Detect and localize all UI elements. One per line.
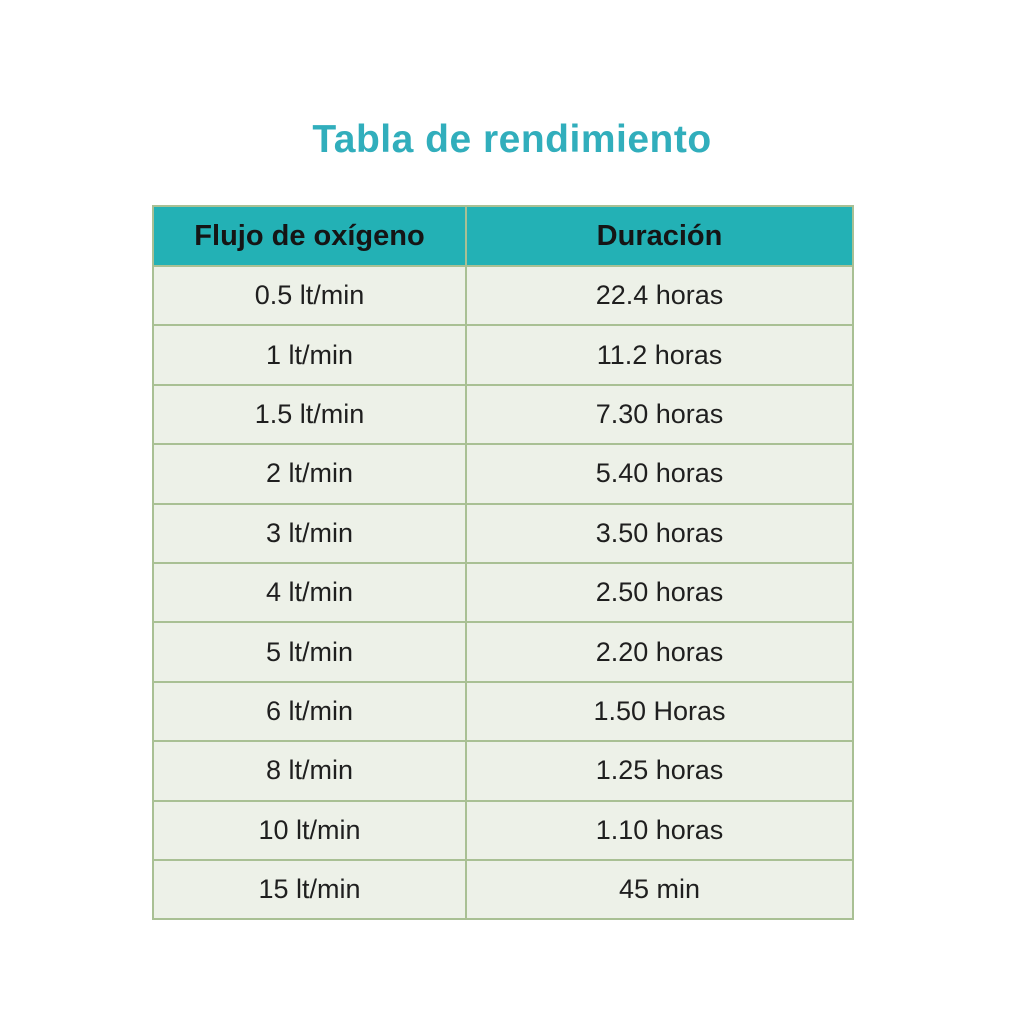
flow-cell: 4 lt/min <box>152 561 467 624</box>
duration-cell: 11.2 horas <box>465 324 854 386</box>
flow-cell: 0.5 lt/min <box>152 264 467 327</box>
table-row: 5 lt/min 2.20 horas <box>152 621 854 683</box>
flow-cell: 10 lt/min <box>152 799 467 861</box>
table-header-row: Flujo de oxígeno Duración <box>152 205 854 267</box>
table-row: 3 lt/min 3.50 horas <box>152 502 854 564</box>
duration-cell: 7.30 horas <box>465 383 854 446</box>
duration-cell: 45 min <box>465 858 854 921</box>
flow-cell: 8 lt/min <box>152 740 467 802</box>
table-row: 8 lt/min 1.25 horas <box>152 740 854 802</box>
column-header-flujo: Flujo de oxígeno <box>152 205 467 267</box>
table-row: 6 lt/min 1.50 Horas <box>152 680 854 743</box>
column-header-duracion: Duración <box>465 205 854 267</box>
table-row: 1.5 lt/min 7.30 horas <box>152 383 854 446</box>
table-row: 10 lt/min 1.10 horas <box>152 799 854 861</box>
flow-cell: 1.5 lt/min <box>152 383 467 446</box>
duration-cell: 1.25 horas <box>465 740 854 802</box>
duration-cell: 3.50 horas <box>465 502 854 564</box>
table-row: 4 lt/min 2.50 horas <box>152 561 854 624</box>
duration-cell: 22.4 horas <box>465 264 854 327</box>
flow-cell: 15 lt/min <box>152 858 467 921</box>
duration-cell: 1.50 Horas <box>465 680 854 743</box>
page-title: Tabla de rendimiento <box>312 118 712 161</box>
table-body: 0.5 lt/min 22.4 horas 1 lt/min 11.2 horas 1.… <box>152 264 854 921</box>
flow-cell: 5 lt/min <box>152 621 467 683</box>
flow-cell: 2 lt/min <box>152 443 467 505</box>
table-row: 2 lt/min 5.40 horas <box>152 443 854 505</box>
duration-cell: 2.50 horas <box>465 561 854 624</box>
table-row: 15 lt/min 45 min <box>152 858 854 921</box>
table-row: 1 lt/min 11.2 horas <box>152 324 854 386</box>
flow-cell: 3 lt/min <box>152 502 467 564</box>
performance-table: Flujo de oxígeno Duración 0.5 lt/min 22.4… <box>152 205 854 921</box>
duration-cell: 1.10 horas <box>465 799 854 861</box>
duration-cell: 5.40 horas <box>465 443 854 505</box>
flow-cell: 1 lt/min <box>152 324 467 386</box>
duration-cell: 2.20 horas <box>465 621 854 683</box>
flow-cell: 6 lt/min <box>152 680 467 743</box>
table-row: 0.5 lt/min 22.4 horas <box>152 264 854 327</box>
